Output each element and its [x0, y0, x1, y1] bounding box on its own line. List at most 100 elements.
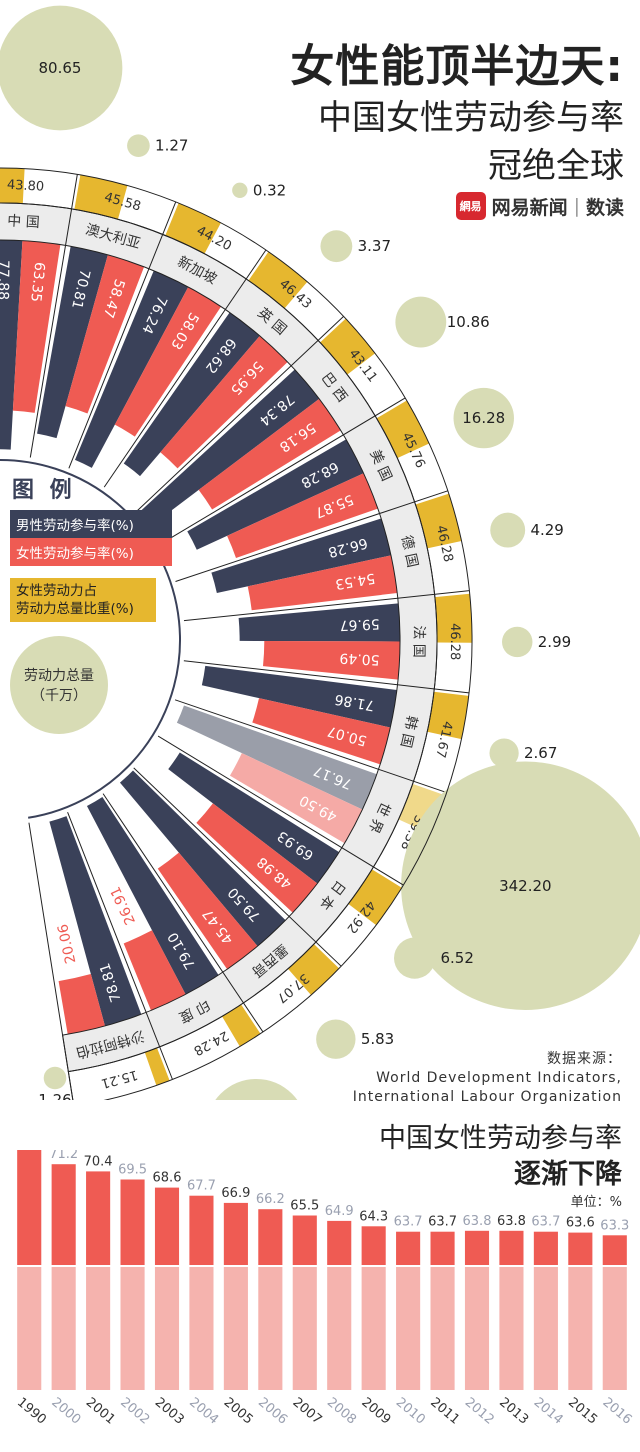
sector-divider — [174, 699, 447, 794]
trend-year-label: 2002 — [117, 1395, 152, 1428]
labor-total-label: 16.28 — [462, 409, 505, 427]
labor-total-circle — [395, 296, 447, 348]
trend-year-label: 2008 — [324, 1395, 359, 1428]
sector-divider — [134, 316, 344, 514]
legend-total-line1: 劳动力总量 — [24, 668, 94, 684]
trend-value-label: 69.5 — [118, 1163, 147, 1178]
trend-value-label: 63.6 — [566, 1216, 595, 1231]
female-bar — [198, 398, 341, 510]
share-bar — [287, 944, 340, 996]
labor-total-circle — [127, 134, 150, 158]
labor-total-label: 342.20 — [499, 877, 552, 895]
trend-year-label: 2015 — [565, 1395, 600, 1428]
trend-value-label: 63.8 — [497, 1214, 526, 1229]
share-ring-border — [0, 167, 473, 1100]
data-source: 数据来源： World Development Indicators, Inte… — [353, 1050, 622, 1107]
trend-bar-lower — [120, 1267, 145, 1390]
labor-total-circle — [401, 761, 640, 1010]
trend-bar-lower — [499, 1267, 524, 1390]
labor-total-circle — [0, 5, 123, 131]
trend-value-label: 64.3 — [359, 1209, 388, 1224]
labor-total-circle — [316, 1019, 356, 1059]
female-bar — [160, 335, 288, 469]
share-bar — [415, 493, 462, 549]
trend-year-label: 2013 — [496, 1395, 531, 1428]
trend-subtitle: 逐渐下降 — [514, 1159, 622, 1190]
brand-name: 网易新闻 — [491, 196, 568, 219]
female-value-label: 50.49 — [339, 649, 380, 667]
trend-year-label: 2010 — [393, 1395, 428, 1428]
legend-male: 男性劳动参与率(%) — [10, 510, 172, 538]
inner-arc — [0, 459, 181, 819]
labor-total-label: 0.32 — [253, 181, 286, 199]
trend-year-label: 2001 — [83, 1395, 118, 1428]
trend-year-label: 2016 — [600, 1395, 635, 1428]
trend-value-label: 66.2 — [256, 1192, 285, 1207]
trend-bar — [189, 1195, 214, 1265]
trend-bar — [533, 1231, 558, 1265]
trend-value-label: 66.9 — [221, 1186, 250, 1201]
trend-bar-lower — [86, 1267, 111, 1390]
labor-total-label: 2.67 — [524, 744, 557, 762]
legend-title: 图 例 — [12, 478, 76, 503]
brand-section: 数读 — [585, 196, 624, 219]
labor-total-label: 2.99 — [538, 633, 571, 651]
labor-total-circle — [490, 512, 526, 548]
sector-divider — [158, 397, 406, 546]
female-bar — [157, 852, 258, 970]
male-bar — [168, 752, 340, 884]
female-bar — [196, 803, 318, 913]
trend-unit: 单位：% — [570, 1195, 622, 1210]
trend-bar — [17, 1150, 42, 1265]
trend-value-label: 63.7 — [531, 1215, 560, 1230]
trend-year-label: 2012 — [462, 1395, 497, 1428]
brand: 網易 网易新闻 | 数读 — [455, 192, 624, 220]
male-bar — [119, 770, 286, 947]
labor-total-circle — [43, 1066, 67, 1090]
sector-divider — [68, 201, 177, 469]
male-bar — [187, 439, 364, 550]
trend-bar-lower — [17, 1267, 42, 1390]
trend-bar — [464, 1230, 490, 1265]
page-title: 女性能顶半边天: — [290, 41, 624, 92]
male-bar — [49, 816, 142, 1026]
trend-bar-lower — [154, 1267, 180, 1390]
labor-total-circle — [501, 626, 533, 658]
labor-total-circle — [489, 738, 519, 768]
source-line2: International Labour Organization — [352, 1089, 622, 1105]
legend-female: 女性劳动参与率(%) — [10, 538, 172, 566]
male-bar — [139, 369, 320, 526]
female-value-label: 54.53 — [334, 570, 376, 592]
trend-value-label: 63.3 — [600, 1218, 629, 1233]
trend-value-label: 63.7 — [428, 1215, 457, 1230]
sector-divider — [29, 174, 78, 458]
trend-year-label: 2007 — [290, 1395, 325, 1428]
trend-value-label: 63.8 — [463, 1214, 492, 1229]
trend-bar — [602, 1235, 627, 1265]
trend-bar — [223, 1202, 248, 1265]
share-bar — [222, 1004, 261, 1047]
trend-value-label: 64.9 — [325, 1204, 354, 1219]
share-value-label: 43.80 — [6, 178, 44, 195]
trend-bar-lower — [292, 1267, 317, 1390]
trend-value-label: 63.7 — [394, 1215, 423, 1230]
sector-divider — [133, 767, 342, 967]
country-label: 中 国 — [7, 213, 40, 231]
trend-bar — [396, 1231, 421, 1265]
labor-total-circle — [215, 1078, 298, 1100]
country-label: 韩 国 — [397, 714, 420, 749]
trend-value-label: 65.5 — [290, 1199, 319, 1214]
female-bar — [58, 973, 105, 1035]
labor-total-circle — [394, 937, 436, 979]
brand-separator: | — [573, 195, 580, 217]
trend-bar-lower — [258, 1267, 283, 1390]
trend-bar — [430, 1231, 455, 1265]
trend-bar-lower — [430, 1267, 455, 1390]
share-bar — [0, 168, 25, 204]
trend-bar-lower — [464, 1267, 490, 1390]
trend-bar — [51, 1164, 76, 1265]
sector-divider — [183, 660, 470, 694]
male-bar — [201, 665, 397, 728]
trend-year-label: 2014 — [531, 1395, 566, 1428]
trend-bar-lower — [602, 1267, 627, 1390]
